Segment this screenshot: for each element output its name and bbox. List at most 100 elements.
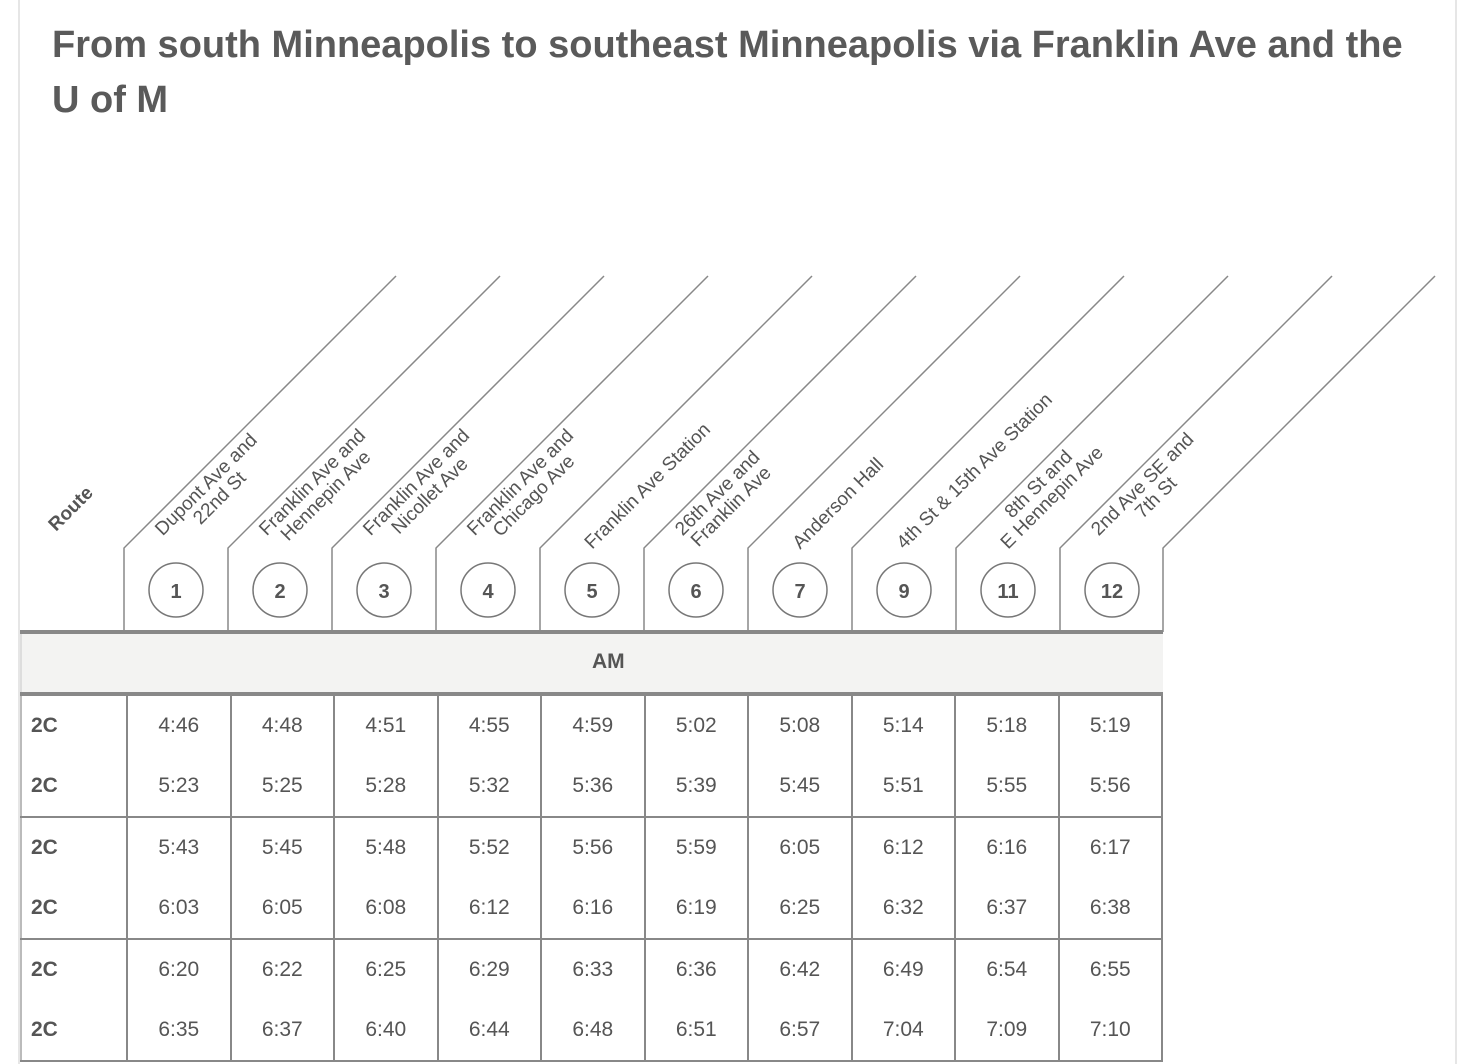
time-cell: 5:45	[747, 756, 853, 818]
time-cell: 6:12	[436, 878, 542, 940]
time-cell: 5:56	[1057, 756, 1163, 818]
stop-number-badge	[980, 562, 1036, 618]
stop-number: 12	[1101, 581, 1123, 603]
stop-number-badge	[460, 562, 516, 618]
time-cell: 5:02	[643, 696, 749, 756]
stop-number: 2	[274, 581, 285, 603]
stop-number-badge	[1084, 562, 1140, 618]
stop-number-badge	[668, 562, 724, 618]
route-cell: 2C	[20, 1000, 128, 1062]
time-cell: 6:37	[229, 1000, 335, 1062]
time-cell: 5:39	[643, 756, 749, 818]
time-cell: 6:17	[1057, 817, 1163, 878]
time-cell: 6:54	[954, 939, 1060, 1000]
period-band: AM	[20, 634, 1163, 692]
table-row: 2C 6:03 6:05 6:08 6:12 6:16 6:19 6:25 6:32 6:37 6:…	[20, 878, 1163, 940]
page-title: From south Minneapolis to southeast Minn…	[52, 24, 1403, 121]
stop-label: Anderson Hall	[789, 454, 888, 553]
table-row: 2C 5:43 5:45 5:48 5:52 5:56 5:59 6:05 6:12 6:16 6:…	[20, 817, 1163, 878]
time-cell: 5:18	[954, 696, 1060, 756]
page-border	[1455, 0, 1457, 1064]
time-cell: 5:48	[333, 817, 439, 878]
time-cell: 5:25	[229, 756, 335, 818]
time-cell: 6:20	[126, 939, 232, 1000]
page-border	[18, 0, 20, 1064]
time-cell: 4:46	[126, 696, 232, 756]
route-cell: 2C	[20, 817, 128, 878]
time-cell: 5:59	[643, 817, 749, 878]
time-cell: 4:48	[229, 696, 335, 756]
route-cell: 2C	[20, 939, 128, 1000]
time-cell: 7:10	[1057, 1000, 1163, 1062]
time-cell: 6:49	[850, 939, 956, 1000]
stop-number-badge	[148, 562, 204, 618]
time-cell: 6:16	[540, 878, 646, 940]
time-cell: 6:05	[229, 878, 335, 940]
time-cell: 6:38	[1057, 878, 1163, 940]
time-cell: 5:55	[954, 756, 1060, 818]
time-cell: 6:16	[954, 817, 1060, 878]
table-row: 2C 5:23 5:25 5:28 5:32 5:36 5:39 5:45 5:51 5:55 5:…	[20, 756, 1163, 818]
stop-divider	[227, 275, 501, 632]
time-cell: 5:19	[1057, 696, 1163, 756]
stop-divider	[851, 275, 1125, 632]
time-cell: 6:12	[850, 817, 956, 878]
time-cell: 6:44	[436, 1000, 542, 1062]
time-cell: 5:43	[126, 817, 232, 878]
table-row: 2C 6:35 6:37 6:40 6:44 6:48 6:51 6:57 7:04 7:09 7:…	[20, 1000, 1163, 1062]
stop-number: 7	[794, 581, 805, 603]
time-cell: 6:40	[333, 1000, 439, 1062]
stop-divider	[643, 275, 917, 632]
time-cell: 6:37	[954, 878, 1060, 940]
stop-divider	[747, 275, 1021, 632]
schedule-table: 2C 4:46 4:48 4:51 4:55 4:59 5:02 5:08 5:14 5:18 5:…	[20, 696, 1163, 1062]
time-cell: 5:23	[126, 756, 232, 818]
route-cell: 2C	[20, 756, 128, 818]
time-cell: 6:36	[643, 939, 749, 1000]
time-cell: 5:14	[850, 696, 956, 756]
route-cell: 2C	[20, 878, 128, 940]
time-cell: 5:45	[229, 817, 335, 878]
time-cell: 6:25	[747, 878, 853, 940]
time-cell: 5:08	[747, 696, 853, 756]
time-cell: 6:48	[540, 1000, 646, 1062]
stop-divider	[1162, 275, 1436, 632]
time-cell: 5:52	[436, 817, 542, 878]
stop-number-badge	[772, 562, 828, 618]
time-cell: 5:32	[436, 756, 542, 818]
stop-name-line: 2nd Ave SE and	[1087, 429, 1198, 540]
time-cell: 5:56	[540, 817, 646, 878]
stop-divider	[331, 275, 605, 632]
header-rule	[20, 630, 1163, 634]
stop-number: 5	[586, 581, 597, 603]
table-row: 2C 4:46 4:48 4:51 4:55 4:59 5:02 5:08 5:14 5:18 5:…	[20, 696, 1163, 756]
stop-divider	[1059, 275, 1333, 632]
time-cell: 6:25	[333, 939, 439, 1000]
time-cell: 6:19	[643, 878, 749, 940]
stop-divider	[955, 275, 1229, 632]
stop-number: 4	[482, 581, 494, 603]
time-cell: 6:03	[126, 878, 232, 940]
time-cell: 6:33	[540, 939, 646, 1000]
stop-number: 1	[170, 581, 181, 603]
time-cell: 6:08	[333, 878, 439, 940]
time-cell: 6:57	[747, 1000, 853, 1062]
time-cell: 6:05	[747, 817, 853, 878]
time-cell: 4:51	[333, 696, 439, 756]
stop-number-badge	[564, 562, 620, 618]
time-cell: 6:32	[850, 878, 956, 940]
time-cell: 6:51	[643, 1000, 749, 1062]
stop-number: 11	[997, 581, 1018, 603]
time-cell: 6:55	[1057, 939, 1163, 1000]
stop-name-line: Anderson Hall	[789, 454, 888, 553]
time-cell: 7:09	[954, 1000, 1060, 1062]
time-cell: 5:36	[540, 756, 646, 818]
period-label: AM	[592, 650, 625, 673]
